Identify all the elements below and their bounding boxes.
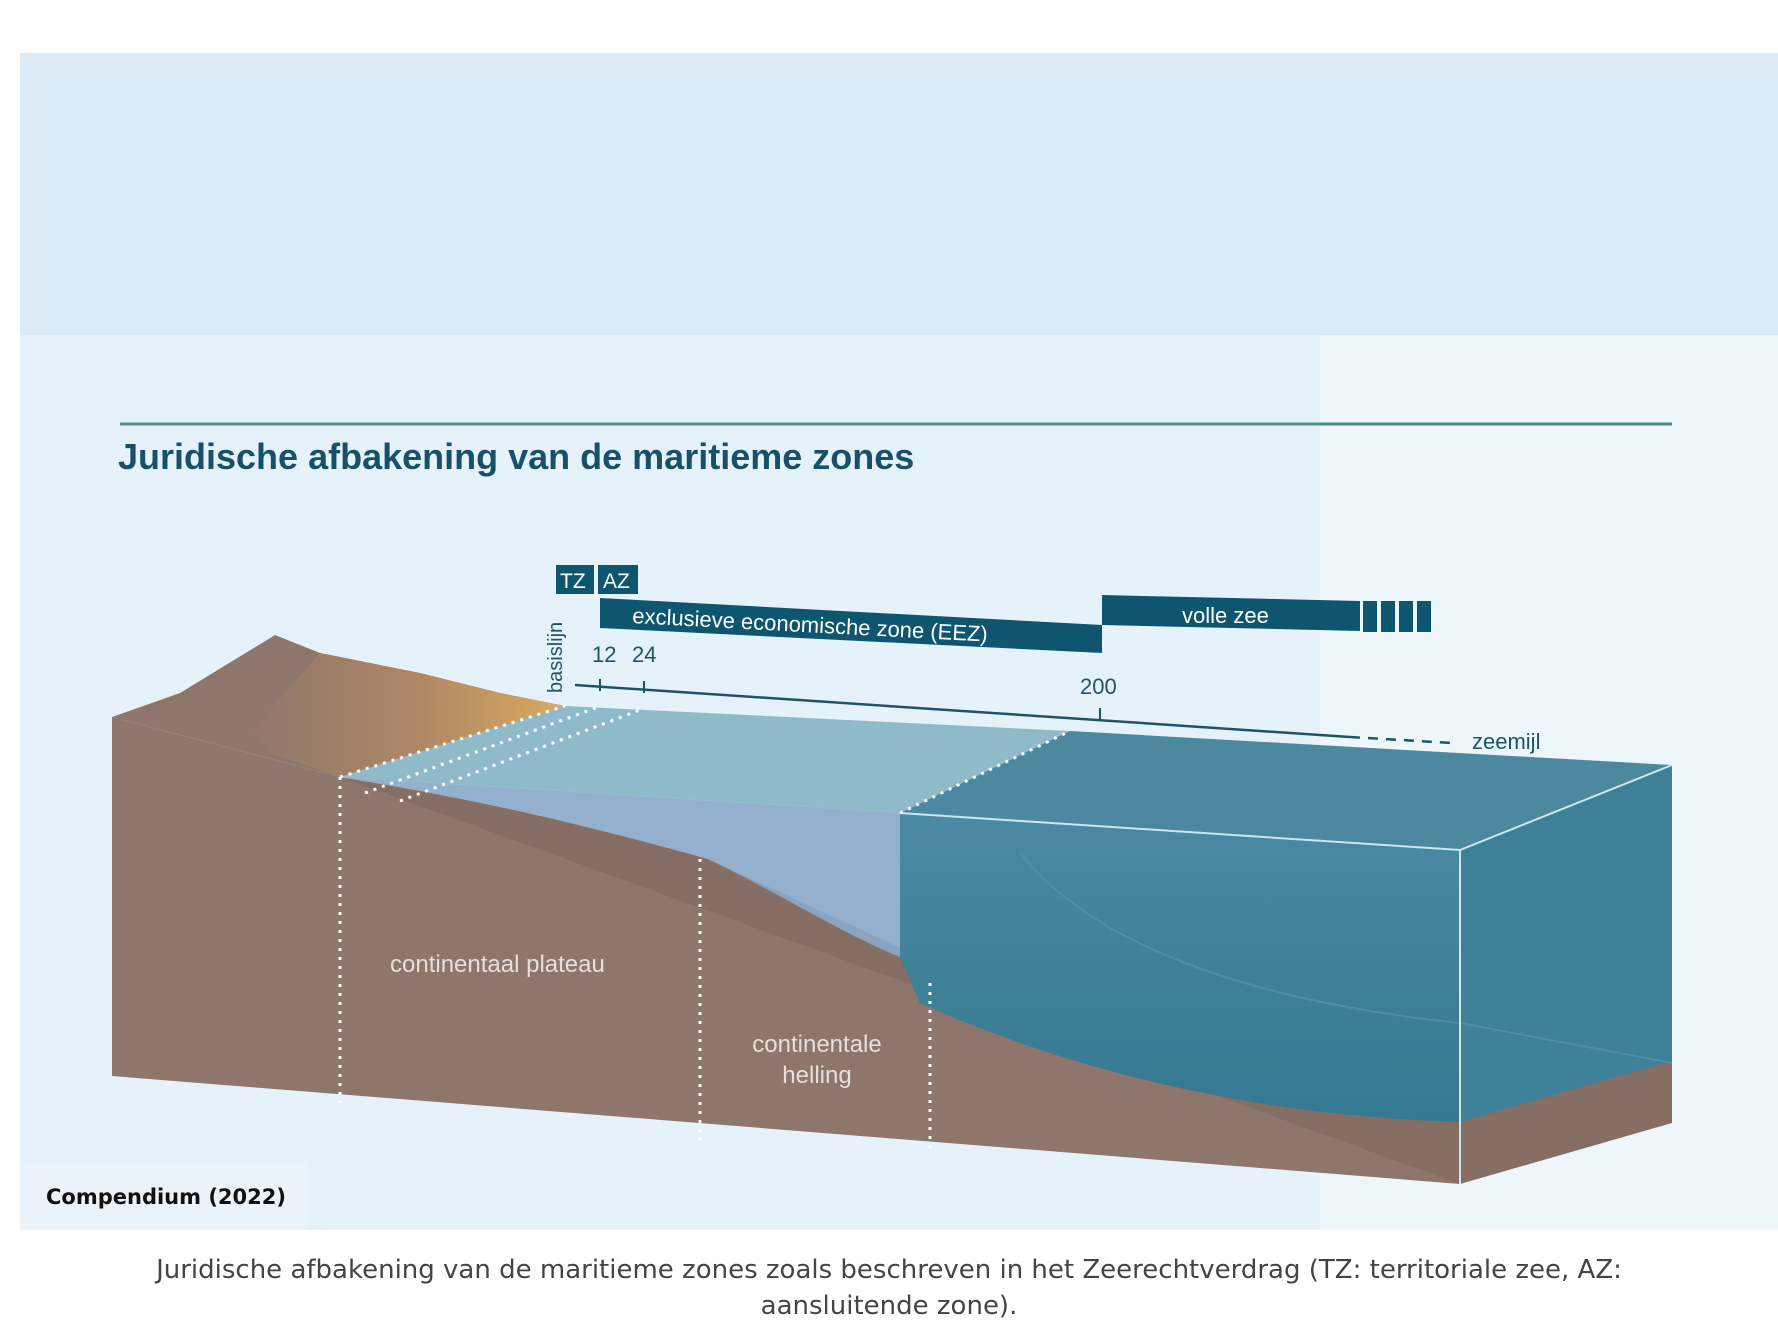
tick-label-12: 12 xyxy=(592,642,616,667)
maritime-zones-diagram: Juridische afbakening van de maritieme z… xyxy=(20,53,1778,1230)
deep-water-top xyxy=(900,731,1672,850)
shallow-water-surface xyxy=(340,706,1070,813)
unit-label: zeemijl xyxy=(1472,729,1540,754)
shallow-water-body xyxy=(340,777,900,957)
continental-slope-label-line2: helling xyxy=(782,1062,851,1089)
tz-bar xyxy=(556,565,594,594)
tz-label: TZ xyxy=(560,570,586,593)
figure-caption: Juridische afbakening van de maritieme z… xyxy=(0,1252,1778,1324)
credit-text: Compendium (2022) xyxy=(46,1184,286,1209)
credit-badge: Compendium (2022) xyxy=(20,1163,308,1230)
continental-slope-label-line1: continentale xyxy=(752,1031,881,1058)
high-seas-bar-tail xyxy=(1363,601,1431,632)
continental-shelf-label: continentaal plateau xyxy=(390,951,605,978)
upper-panel xyxy=(20,53,1778,335)
high-seas-bar xyxy=(1102,595,1360,631)
distance-axis xyxy=(574,679,1453,745)
water-contour-line xyxy=(1019,852,1673,1064)
baseline-label: basislijn xyxy=(545,622,567,693)
caption-text: Juridische afbakening van de maritieme z… xyxy=(156,1255,1622,1321)
zone-boundaries xyxy=(338,704,1071,1153)
az-label: AZ xyxy=(603,570,630,593)
sand-shore xyxy=(250,653,565,777)
high-seas-label: volle zee xyxy=(1182,603,1269,628)
eez-bar xyxy=(600,598,1102,653)
deep-water-front xyxy=(900,813,1460,1122)
az-bar xyxy=(598,565,638,594)
diagram-title: Juridische afbakening van de maritieme z… xyxy=(118,436,914,477)
tick-label-200: 200 xyxy=(1080,674,1117,699)
tick-label-24: 24 xyxy=(632,642,656,667)
